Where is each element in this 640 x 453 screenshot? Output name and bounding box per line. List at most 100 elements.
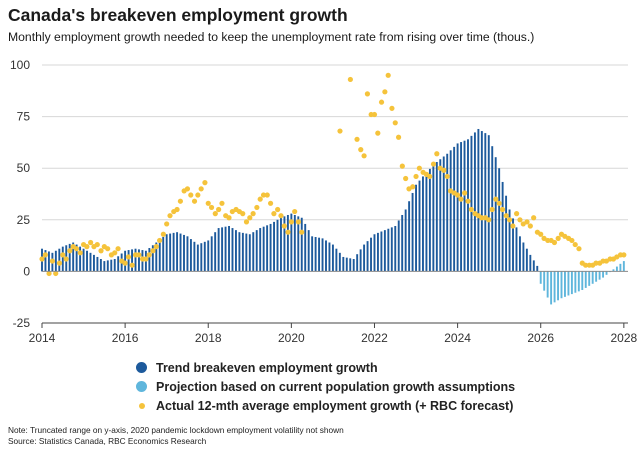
x-tick-label: 2026 — [527, 331, 554, 345]
actual-point — [267, 200, 274, 206]
actual-point — [174, 206, 180, 213]
actual-point — [281, 223, 287, 229]
projection-bar — [577, 271, 580, 292]
projection-bar — [615, 266, 618, 272]
trend-bar — [127, 250, 130, 272]
actual-point — [112, 250, 118, 256]
actual-point — [205, 200, 211, 206]
projection-bar — [557, 271, 559, 301]
legend-item-trend: Trend breakeven employment growth — [136, 358, 515, 377]
actual-point — [576, 246, 582, 252]
trend-bar — [224, 226, 227, 272]
actual-point — [499, 206, 506, 213]
actual-point — [63, 256, 69, 262]
actual-point — [364, 91, 371, 97]
trend-bar — [473, 132, 476, 272]
projection-bar — [591, 271, 594, 284]
trend-bar — [525, 248, 528, 272]
legend-label-trend: Trend breakeven employment growth — [156, 360, 378, 375]
trend-bar — [221, 227, 224, 272]
x-tick-label: 2022 — [361, 331, 388, 345]
trend-bar — [266, 225, 269, 272]
actual-point — [493, 196, 499, 202]
trend-bar — [255, 230, 258, 272]
chart-title: Canada's breakeven employment growth — [8, 5, 348, 25]
trend-bar — [325, 240, 327, 272]
trend-bar — [89, 252, 92, 272]
trend-bar — [422, 176, 424, 272]
trend-bar — [241, 232, 244, 272]
actual-point — [46, 270, 52, 277]
trend-bar — [522, 242, 525, 272]
actual-point — [403, 175, 409, 182]
trend-bar — [356, 254, 359, 272]
trend-bar — [231, 228, 234, 272]
actual-point — [77, 250, 83, 256]
trend-bar — [92, 254, 95, 272]
actual-point — [382, 89, 388, 95]
y-tick-label: 75 — [17, 110, 31, 124]
gridlines — [42, 64, 628, 324]
trend-bar — [207, 240, 210, 272]
projection-bar — [605, 271, 608, 275]
actual-point — [430, 161, 437, 167]
trend-bar — [248, 234, 251, 272]
actual-point — [202, 180, 208, 186]
trend-bar — [273, 221, 275, 272]
actual-point — [143, 256, 149, 262]
actual-point — [455, 192, 461, 198]
trend-bar — [234, 230, 237, 272]
actual-point — [361, 153, 367, 159]
trend-bar — [217, 228, 220, 272]
actual-point — [572, 241, 578, 248]
trend-bar — [172, 232, 175, 272]
legend-item-actual: Actual 12-mth average employment growth … — [136, 396, 515, 415]
actual-point — [160, 231, 166, 237]
legend-swatch-projection — [136, 381, 147, 392]
trend-bar — [106, 260, 109, 272]
trend-bar — [311, 236, 314, 272]
x-tick-label: 2020 — [278, 331, 305, 345]
trend-bar — [529, 254, 532, 272]
actual-point — [510, 223, 516, 229]
trend-bar — [283, 216, 286, 272]
trend-bar — [276, 219, 279, 272]
actual-point — [73, 246, 80, 252]
trend-bar — [183, 234, 185, 272]
legend-item-projection: Projection based on current population g… — [136, 377, 515, 396]
trend-bar — [425, 172, 428, 272]
actual-point — [56, 260, 63, 266]
actual-point — [441, 167, 447, 173]
trend-bar — [86, 250, 88, 272]
actual-point — [465, 198, 471, 204]
trend-bar — [477, 128, 480, 272]
trend-bar — [518, 236, 521, 272]
actual-point — [188, 192, 194, 198]
actual-point — [94, 241, 100, 248]
actual-point — [39, 256, 45, 262]
trend-bar — [117, 256, 120, 272]
actual-point — [569, 237, 575, 244]
trend-bar — [200, 243, 203, 272]
trend-bar — [487, 135, 490, 272]
trend-bar — [214, 232, 217, 272]
actual-point — [375, 130, 381, 136]
actual-point — [427, 173, 433, 180]
trend-bar — [151, 245, 154, 272]
actual-point — [98, 248, 104, 254]
actual-point — [153, 244, 159, 250]
trend-bar — [373, 234, 376, 272]
x-tick-label: 2028 — [610, 331, 637, 345]
actual-point — [285, 229, 291, 235]
actual-point — [347, 76, 353, 83]
projection-bar — [598, 271, 601, 280]
trend-bar — [387, 228, 390, 272]
actual-point — [49, 258, 55, 264]
chart-subtitle: Monthly employment growth needed to keep… — [8, 30, 535, 44]
actual-point — [337, 128, 343, 134]
actual-point — [292, 208, 298, 215]
projection-bar — [602, 271, 605, 278]
trend-bar — [300, 217, 303, 272]
actual-point — [115, 246, 121, 252]
trend-bar — [432, 165, 435, 272]
